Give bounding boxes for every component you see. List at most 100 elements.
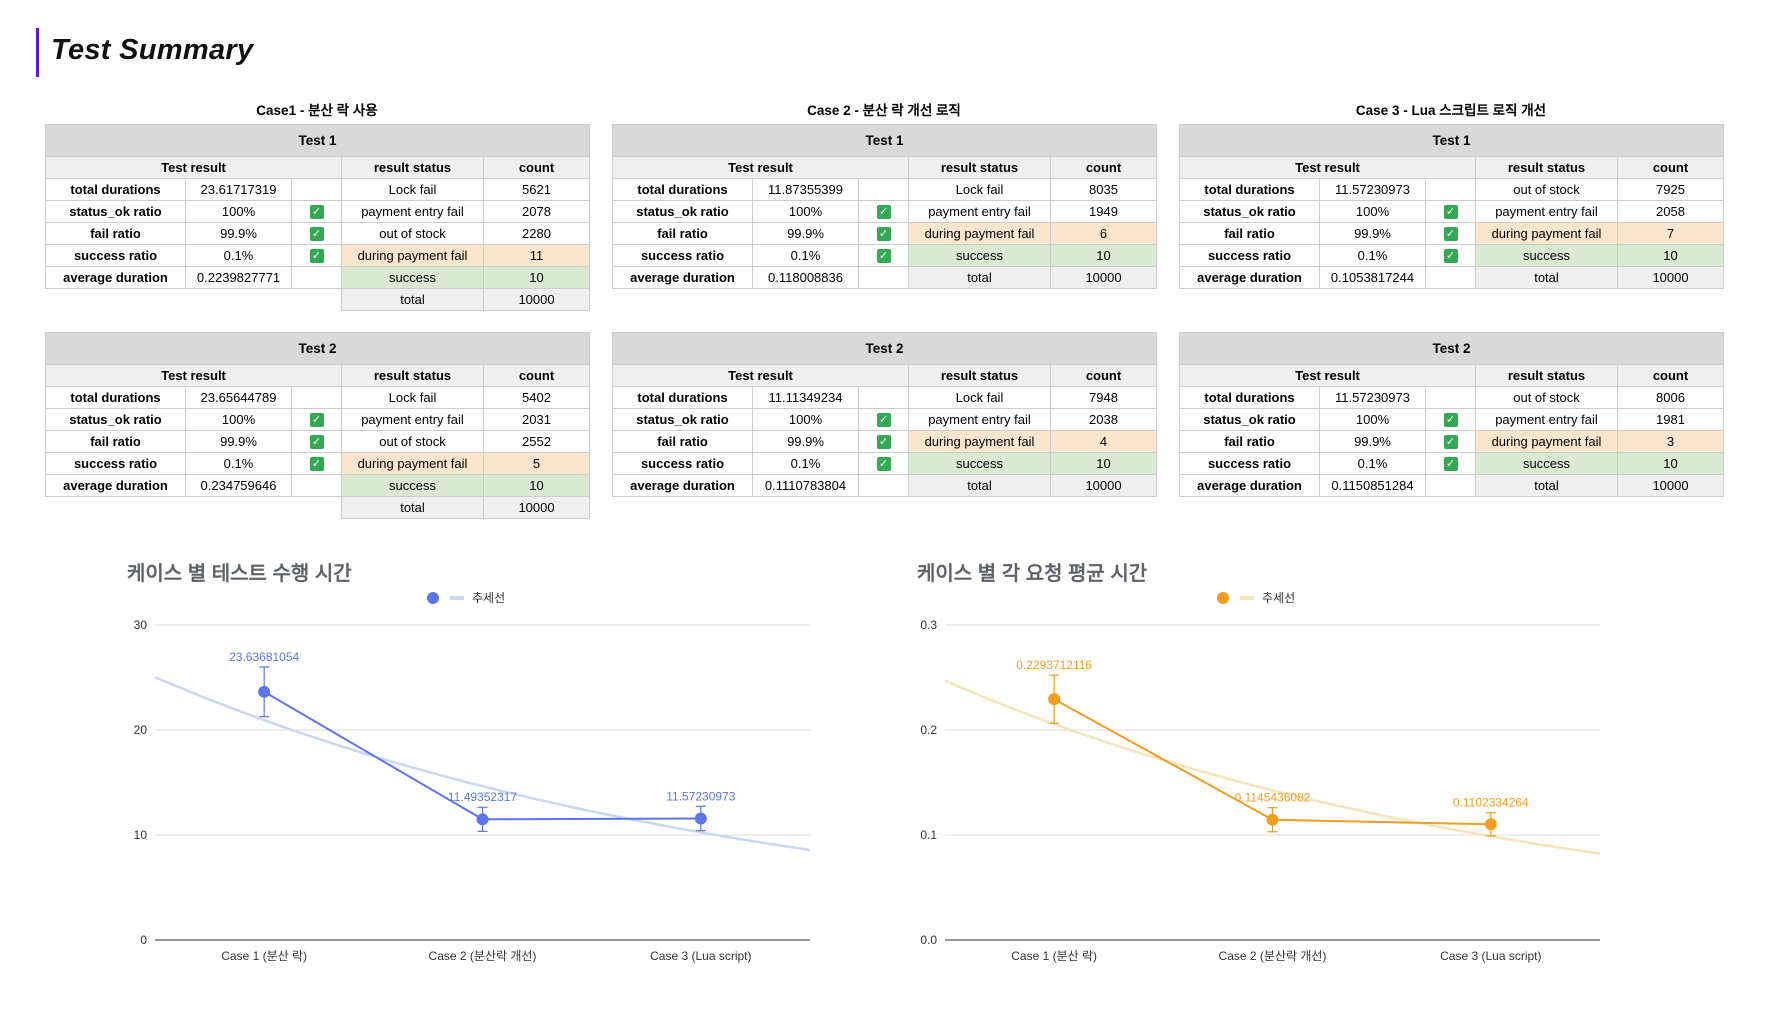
table-row: total durations 23.61717319 Lock fail 5621 <box>45 178 591 201</box>
check-cell: ✓ <box>858 244 909 267</box>
checkbox-checked-icon[interactable]: ✓ <box>1443 227 1458 242</box>
check-cell: ✓ <box>1425 452 1476 475</box>
check-cell: ✓ <box>291 408 342 431</box>
legend-series-marker <box>1217 592 1229 604</box>
metric-label: status_ok ratio <box>45 200 186 223</box>
status-count: 2552 <box>482 430 591 453</box>
metric-value: 99.9% <box>185 430 292 453</box>
metric-value: 100% <box>185 408 292 431</box>
data-point[interactable] <box>258 685 271 698</box>
metric-label: success ratio <box>612 452 753 475</box>
metric-label: success ratio <box>612 244 753 267</box>
status-label: during payment fail <box>1475 222 1618 245</box>
checkbox-checked-icon[interactable]: ✓ <box>1443 457 1458 472</box>
test-name: Test 2 <box>611 332 1158 365</box>
case-title: Case 2 - 분산 락 개선 로직 <box>807 103 961 118</box>
data-point[interactable] <box>1048 693 1061 706</box>
table-row: total durations 11.57230973 out of stock 80… <box>1179 386 1725 409</box>
checkbox-checked-icon[interactable]: ✓ <box>309 249 324 264</box>
y-tick-label: 0 <box>140 933 147 947</box>
status-label: Lock fail <box>341 386 484 409</box>
metric-value: 99.9% <box>752 222 859 245</box>
status-count: 10 <box>1616 452 1725 475</box>
status-label: success <box>1475 244 1618 267</box>
checkbox-checked-icon[interactable]: ✓ <box>309 205 324 220</box>
status-label: total <box>1475 266 1618 289</box>
legend-series-marker <box>427 592 439 604</box>
status-label: during payment fail <box>1475 430 1618 453</box>
legend-trendline-label: 추세선 <box>1262 591 1295 605</box>
y-tick-label: 0.3 <box>920 618 937 632</box>
checkbox-checked-icon[interactable]: ✓ <box>876 227 891 242</box>
test-table: Test 1 Test result result status count total… <box>1178 124 1725 289</box>
check-cell <box>858 386 909 409</box>
case-title: Case 3 - Lua 스크립트 로직 개선 <box>1355 103 1547 118</box>
check-cell <box>1425 266 1476 289</box>
test-table: Test 1 Test result result status count total… <box>611 124 1158 289</box>
metric-value: 11.57230973 <box>1319 178 1426 201</box>
count-header: count <box>1616 156 1725 179</box>
data-point[interactable] <box>476 813 489 826</box>
metric-value: 99.9% <box>1319 222 1426 245</box>
checkbox-checked-icon[interactable]: ✓ <box>876 435 891 450</box>
status-label: total <box>908 474 1051 497</box>
title-accent-bar <box>36 28 39 77</box>
status-label: payment entry fail <box>1475 408 1618 431</box>
check-cell: ✓ <box>1425 222 1476 245</box>
status-count: 8035 <box>1049 178 1158 201</box>
table-row: average duration 0.234759646 success 10 <box>45 474 591 497</box>
result-status-header: result status <box>908 364 1051 387</box>
status-label: Lock fail <box>341 178 484 201</box>
metric-value: 0.1110783804 <box>752 474 859 497</box>
x-tick-label: Case 3 (Lua script) <box>1440 949 1541 963</box>
table-row: status_ok ratio 100% ✓ payment entry fail 19… <box>1179 408 1725 431</box>
data-point[interactable] <box>694 812 707 825</box>
status-count: 11 <box>482 244 591 267</box>
metric-label: success ratio <box>45 244 186 267</box>
checkbox-checked-icon[interactable]: ✓ <box>876 249 891 264</box>
checkbox-checked-icon[interactable]: ✓ <box>309 413 324 428</box>
data-point[interactable] <box>1484 818 1497 831</box>
checkbox-checked-icon[interactable]: ✓ <box>309 457 324 472</box>
chart-title-avg-request: 케이스 별 각 요청 평균 시간 <box>917 563 1148 585</box>
table-row: total durations 11.11349234 Lock fail 7948 <box>612 386 1158 409</box>
count-header: count <box>1616 364 1725 387</box>
checkbox-checked-icon[interactable]: ✓ <box>1443 413 1458 428</box>
legend: 추세선 <box>1217 591 1295 605</box>
metric-value: 0.1053817244 <box>1319 266 1426 289</box>
checkbox-checked-icon[interactable]: ✓ <box>309 227 324 242</box>
status-count: 4 <box>1049 430 1158 453</box>
status-label: total <box>1475 474 1618 497</box>
table-row: status_ok ratio 100% ✓ payment entry fail 20… <box>1179 200 1725 223</box>
metric-value: 100% <box>752 408 859 431</box>
data-point[interactable] <box>1266 813 1279 826</box>
metric-label: fail ratio <box>612 222 753 245</box>
table-row: total durations 11.57230973 out of stock 79… <box>1179 178 1725 201</box>
checkbox-checked-icon[interactable]: ✓ <box>1443 435 1458 450</box>
status-count: 10000 <box>1049 474 1158 497</box>
table-row: success ratio 0.1% ✓ success 10 <box>612 244 1158 267</box>
check-cell: ✓ <box>1425 244 1476 267</box>
metric-label: total durations <box>612 178 753 201</box>
checkbox-checked-icon[interactable]: ✓ <box>309 435 324 450</box>
metric-label: success ratio <box>1179 452 1320 475</box>
checkbox-checked-icon[interactable]: ✓ <box>876 205 891 220</box>
y-tick-label: 10 <box>134 828 148 842</box>
checkbox-checked-icon[interactable]: ✓ <box>1443 249 1458 264</box>
status-label: total <box>341 288 484 311</box>
x-tick-label: Case 2 (분산락 개선) <box>429 949 537 963</box>
test-name: Test 1 <box>44 124 591 157</box>
checkbox-checked-icon[interactable]: ✓ <box>876 457 891 472</box>
metric-value: 11.57230973 <box>1319 386 1426 409</box>
metric-label: status_ok ratio <box>1179 200 1320 223</box>
metric-label: success ratio <box>1179 244 1320 267</box>
checkbox-checked-icon[interactable]: ✓ <box>1443 205 1458 220</box>
checkbox-checked-icon[interactable]: ✓ <box>876 413 891 428</box>
status-count: 7925 <box>1616 178 1725 201</box>
check-cell: ✓ <box>291 244 342 267</box>
status-count: 2078 <box>482 200 591 223</box>
status-label: payment entry fail <box>908 408 1051 431</box>
metric-value: 0.1% <box>185 452 292 475</box>
status-label: success <box>1475 452 1618 475</box>
check-cell: ✓ <box>858 200 909 223</box>
